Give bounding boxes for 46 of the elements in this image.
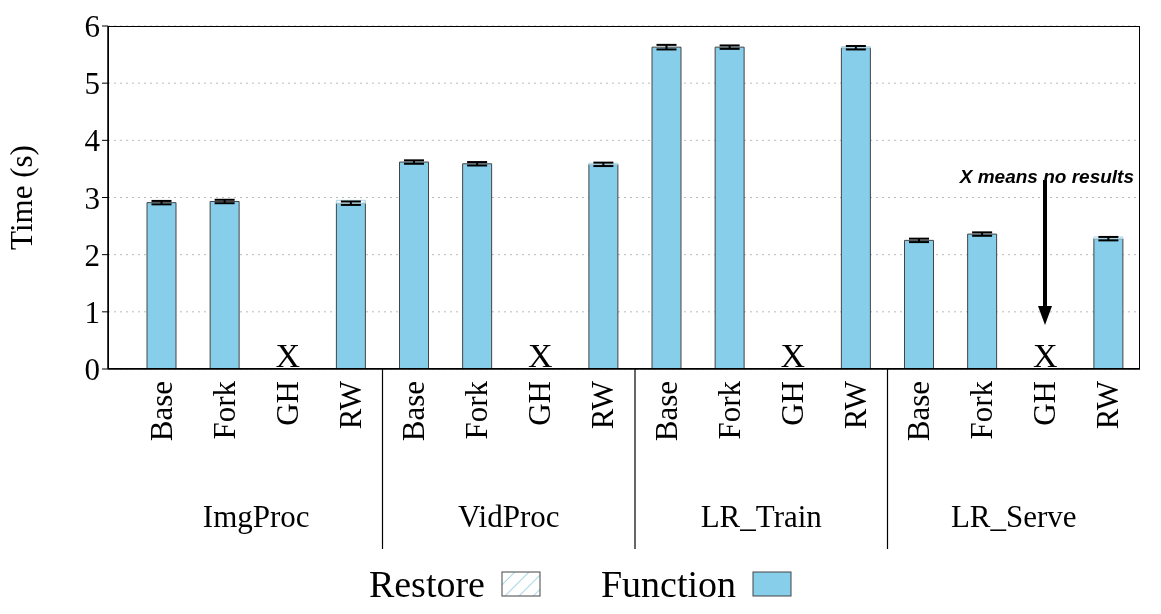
x-tick-label: Base [648,381,684,442]
bar [651,46,682,369]
x-tick-label: RW [585,380,621,430]
bar [840,47,871,369]
x-tick-label: Base [901,381,937,442]
x-tick-label: GH [522,381,558,426]
x-tick-label: Fork [459,380,495,440]
x-tick-label: RW [332,380,368,430]
text: ImgProc [202,499,310,534]
x-tick-label: RW [1090,380,1126,430]
bar [714,46,745,369]
y-tick-label: 2 [84,237,100,273]
y-tick-label: 1 [84,294,100,330]
bar [1093,238,1124,369]
legend-label: Function [600,562,737,606]
x-tick-label: Base [396,381,432,442]
text: LR_Serve [950,499,1077,534]
x-tick-label: Base [143,381,179,442]
bar [462,163,493,369]
bar [209,201,240,369]
y-tick-label: 4 [84,123,101,159]
legend-label: Restore [368,562,485,606]
bar [588,163,619,369]
bar [399,161,429,369]
annotation: X [780,337,806,374]
annotation: X [275,337,301,374]
bar [335,202,366,369]
annotation: X [528,337,553,374]
x-tick-label: Fork [964,380,1000,440]
x-tick-label: Fork [711,380,747,440]
annotation: X [1033,337,1058,374]
y-tick-label: 3 [84,180,100,216]
x-tick-label: GH [1027,381,1063,426]
x-tick-label: GH [269,381,305,426]
y-axis-title: Time (s) [4,145,40,250]
y-tick-label: 6 [84,9,100,45]
x-tick-label: RW [837,380,873,430]
text: VidProc [458,499,560,534]
bar [967,233,998,369]
text: LR_Train [700,499,823,534]
y-tick-label: 5 [84,66,100,102]
x-tick-label: Fork [206,380,242,440]
bar [904,239,934,369]
x-tick-label: GH [774,381,810,426]
bar [146,202,177,369]
y-tick-label: 0 [84,352,100,388]
